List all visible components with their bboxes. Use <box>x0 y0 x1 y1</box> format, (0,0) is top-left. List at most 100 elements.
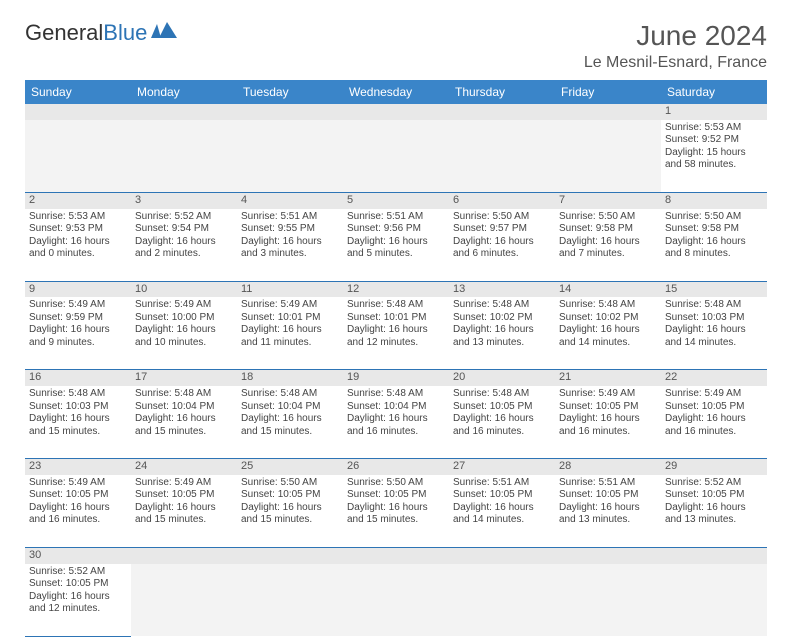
daylight-line: Daylight: 16 hours and 14 minutes. <box>453 502 551 527</box>
weekday-header-row: SundayMondayTuesdayWednesdayThursdayFrid… <box>25 80 767 104</box>
day-cell: Sunrise: 5:51 AMSunset: 10:05 PMDaylight… <box>555 475 661 548</box>
daynum-row: 9101112131415 <box>25 281 767 297</box>
sunrise-line: Sunrise: 5:53 AM <box>665 122 763 135</box>
day-cell: Sunrise: 5:51 AMSunset: 9:55 PMDaylight:… <box>237 209 343 282</box>
daylight-line: Daylight: 16 hours and 14 minutes. <box>559 324 657 349</box>
sunset-line: Sunset: 9:58 PM <box>559 223 657 236</box>
sunrise-line: Sunrise: 5:53 AM <box>29 211 127 224</box>
daylight-line: Daylight: 16 hours and 15 minutes. <box>347 502 445 527</box>
sunrise-line: Sunrise: 5:52 AM <box>665 477 763 490</box>
day-cell: Sunrise: 5:48 AMSunset: 10:03 PMDaylight… <box>661 297 767 370</box>
sunset-line: Sunset: 10:04 PM <box>135 401 233 414</box>
sunset-line: Sunset: 10:01 PM <box>241 312 339 325</box>
day-cell <box>237 120 343 193</box>
sunrise-line: Sunrise: 5:48 AM <box>347 299 445 312</box>
day-cell: Sunrise: 5:50 AMSunset: 9:58 PMDaylight:… <box>555 209 661 282</box>
day-number <box>343 104 449 120</box>
day-cell: Sunrise: 5:48 AMSunset: 10:01 PMDaylight… <box>343 297 449 370</box>
daylight-line: Daylight: 16 hours and 16 minutes. <box>347 413 445 438</box>
day-number: 15 <box>661 281 767 297</box>
sunset-line: Sunset: 10:00 PM <box>135 312 233 325</box>
daynum-row: 1 <box>25 104 767 120</box>
week-row: Sunrise: 5:49 AMSunset: 10:05 PMDaylight… <box>25 475 767 548</box>
daylight-line: Daylight: 16 hours and 13 minutes. <box>559 502 657 527</box>
sunrise-line: Sunrise: 5:50 AM <box>453 211 551 224</box>
day-cell: Sunrise: 5:51 AMSunset: 10:05 PMDaylight… <box>449 475 555 548</box>
weekday-header: Monday <box>131 80 237 104</box>
day-number: 16 <box>25 370 131 386</box>
day-cell: Sunrise: 5:50 AMSunset: 10:05 PMDaylight… <box>343 475 449 548</box>
daylight-line: Daylight: 16 hours and 2 minutes. <box>135 236 233 261</box>
sunrise-line: Sunrise: 5:49 AM <box>241 299 339 312</box>
day-number: 30 <box>25 547 131 563</box>
weekday-header: Thursday <box>449 80 555 104</box>
sunrise-line: Sunrise: 5:52 AM <box>29 566 127 579</box>
day-cell: Sunrise: 5:48 AMSunset: 10:02 PMDaylight… <box>555 297 661 370</box>
daylight-line: Daylight: 16 hours and 15 minutes. <box>241 413 339 438</box>
sunrise-line: Sunrise: 5:48 AM <box>453 388 551 401</box>
day-number <box>237 104 343 120</box>
sunrise-line: Sunrise: 5:50 AM <box>241 477 339 490</box>
day-cell: Sunrise: 5:52 AMSunset: 9:54 PMDaylight:… <box>131 209 237 282</box>
day-number: 4 <box>237 192 343 208</box>
day-number: 19 <box>343 370 449 386</box>
sunrise-line: Sunrise: 5:49 AM <box>665 388 763 401</box>
daylight-line: Daylight: 16 hours and 7 minutes. <box>559 236 657 261</box>
sunset-line: Sunset: 10:02 PM <box>559 312 657 325</box>
daylight-line: Daylight: 16 hours and 14 minutes. <box>665 324 763 349</box>
day-number: 29 <box>661 459 767 475</box>
sunset-line: Sunset: 10:02 PM <box>453 312 551 325</box>
sunrise-line: Sunrise: 5:52 AM <box>135 211 233 224</box>
location: Le Mesnil-Esnard, France <box>584 54 767 72</box>
sunset-line: Sunset: 9:58 PM <box>665 223 763 236</box>
daylight-line: Daylight: 16 hours and 10 minutes. <box>135 324 233 349</box>
daylight-line: Daylight: 16 hours and 6 minutes. <box>453 236 551 261</box>
daylight-line: Daylight: 16 hours and 15 minutes. <box>241 502 339 527</box>
week-row: Sunrise: 5:53 AMSunset: 9:52 PMDaylight:… <box>25 120 767 193</box>
week-row: Sunrise: 5:52 AMSunset: 10:05 PMDaylight… <box>25 564 767 637</box>
sunset-line: Sunset: 9:52 PM <box>665 134 763 147</box>
day-number: 6 <box>449 192 555 208</box>
day-cell: Sunrise: 5:49 AMSunset: 10:01 PMDaylight… <box>237 297 343 370</box>
day-number <box>555 547 661 563</box>
day-cell <box>555 564 661 637</box>
sunset-line: Sunset: 10:05 PM <box>241 489 339 502</box>
sunrise-line: Sunrise: 5:48 AM <box>559 299 657 312</box>
sunset-line: Sunset: 10:05 PM <box>29 489 127 502</box>
day-cell: Sunrise: 5:50 AMSunset: 10:05 PMDaylight… <box>237 475 343 548</box>
day-number: 18 <box>237 370 343 386</box>
sunrise-line: Sunrise: 5:48 AM <box>241 388 339 401</box>
sunset-line: Sunset: 10:05 PM <box>453 489 551 502</box>
daylight-line: Daylight: 16 hours and 0 minutes. <box>29 236 127 261</box>
sunset-line: Sunset: 9:59 PM <box>29 312 127 325</box>
sunset-line: Sunset: 10:05 PM <box>453 401 551 414</box>
day-cell: Sunrise: 5:48 AMSunset: 10:04 PMDaylight… <box>343 386 449 459</box>
sunset-line: Sunset: 10:05 PM <box>29 578 127 591</box>
sunset-line: Sunset: 10:05 PM <box>559 401 657 414</box>
sunset-line: Sunset: 9:54 PM <box>135 223 233 236</box>
sunset-line: Sunset: 10:05 PM <box>135 489 233 502</box>
weekday-header: Friday <box>555 80 661 104</box>
day-cell <box>237 564 343 637</box>
daylight-line: Daylight: 15 hours and 58 minutes. <box>665 147 763 172</box>
daylight-line: Daylight: 16 hours and 8 minutes. <box>665 236 763 261</box>
day-cell <box>343 564 449 637</box>
week-row: Sunrise: 5:48 AMSunset: 10:03 PMDaylight… <box>25 386 767 459</box>
day-number: 14 <box>555 281 661 297</box>
day-cell: Sunrise: 5:51 AMSunset: 9:56 PMDaylight:… <box>343 209 449 282</box>
day-number: 24 <box>131 459 237 475</box>
sunset-line: Sunset: 10:04 PM <box>241 401 339 414</box>
day-cell <box>661 564 767 637</box>
day-number <box>449 104 555 120</box>
day-number <box>131 104 237 120</box>
sunrise-line: Sunrise: 5:49 AM <box>135 477 233 490</box>
day-number: 12 <box>343 281 449 297</box>
day-cell: Sunrise: 5:53 AMSunset: 9:53 PMDaylight:… <box>25 209 131 282</box>
sunrise-line: Sunrise: 5:48 AM <box>665 299 763 312</box>
day-cell: Sunrise: 5:48 AMSunset: 10:04 PMDaylight… <box>131 386 237 459</box>
day-cell <box>25 120 131 193</box>
title-block: June 2024 Le Mesnil-Esnard, France <box>584 20 767 72</box>
day-cell: Sunrise: 5:50 AMSunset: 9:57 PMDaylight:… <box>449 209 555 282</box>
weekday-header: Tuesday <box>237 80 343 104</box>
daylight-line: Daylight: 16 hours and 5 minutes. <box>347 236 445 261</box>
